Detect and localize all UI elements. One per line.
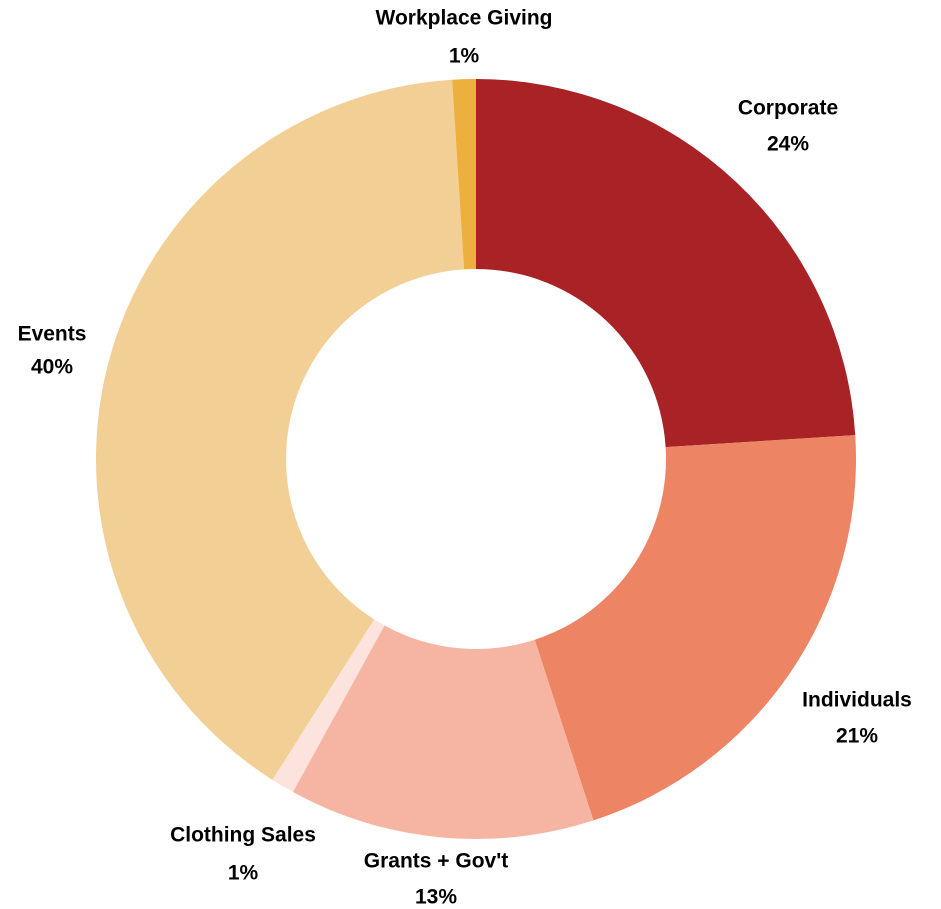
slices-group (95, 79, 857, 839)
label-clothing-sales: Clothing Sales (170, 824, 316, 847)
slice-individuals (534, 435, 857, 821)
label-grants-gov-t: Grants + Gov't (364, 850, 508, 873)
value-label-events: 40% (31, 356, 73, 379)
slice-grants-gov-t (292, 625, 594, 839)
slice-clothing-sales (272, 619, 385, 792)
slice-corporate (476, 79, 856, 448)
value-label-individuals: 21% (836, 725, 878, 748)
value-label-clothing-sales: 1% (228, 862, 259, 885)
label-events: Events (18, 323, 87, 346)
value-label-workplace-giving: 1% (449, 45, 480, 68)
slice-events (95, 79, 465, 780)
label-corporate: Corporate (738, 97, 838, 120)
labels-group: Corporate 24% Individuals 21% Grants + Gov't… (18, 7, 912, 909)
label-workplace-giving: Workplace Giving (376, 7, 553, 30)
value-label-grants-gov-t: 13% (415, 886, 457, 909)
label-individuals: Individuals (802, 689, 912, 712)
value-label-corporate: 24% (767, 133, 809, 156)
slice-workplace-giving (452, 79, 476, 270)
